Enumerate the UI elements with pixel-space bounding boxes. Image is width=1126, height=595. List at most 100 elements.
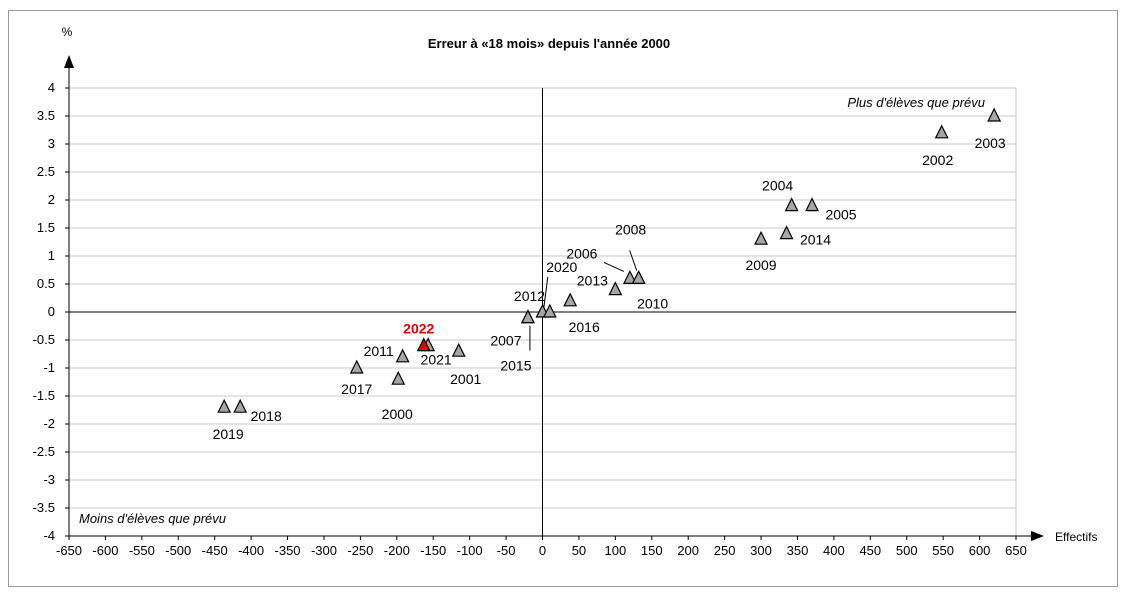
x-tick-label: 650 [1005, 543, 1027, 558]
point-label-2008: 2008 [615, 221, 646, 237]
point-2015 [520, 309, 535, 324]
point-2016 [563, 292, 578, 307]
x-tick-label: -300 [311, 543, 337, 558]
annotation-fewer-students: Moins d'élèves que prévu [79, 511, 226, 526]
x-tick-label: -450 [202, 543, 228, 558]
point-2002 [934, 124, 949, 139]
point-2017 [349, 359, 364, 374]
leader-line-2006 [603, 261, 625, 272]
point-2022 [416, 337, 431, 352]
y-tick-labels: 4 3.5 3 2.5 2 1.5 1 0.5 0 -0.5 -1 -1.5 -2 -2.5 -3 -3.5 -… [33, 80, 55, 543]
x-tick-label: -600 [92, 543, 118, 558]
leader-lines [529, 250, 638, 351]
point-label-2022: 2022 [403, 321, 434, 337]
point-2006 [622, 270, 637, 284]
x-tick-label: 200 [677, 543, 699, 558]
x-tick-label: 400 [823, 543, 845, 558]
x-tick-label: -50 [497, 543, 516, 558]
point-labels: 2000 2001 2002 2003 2004 2005 2006 2007 2008 2009… [213, 135, 1006, 442]
point-label-2018: 2018 [251, 408, 282, 424]
y-tick-label: 4 [48, 80, 55, 95]
point-2009 [754, 230, 769, 245]
leader-line-2008 [629, 250, 638, 271]
point-2014 [779, 225, 794, 240]
point-label-2014: 2014 [800, 232, 831, 248]
y-tick-label: -0.5 [33, 332, 55, 347]
y-tick-label: -2.5 [33, 444, 55, 459]
point-label-2013: 2013 [577, 273, 608, 289]
y-tick-label: 2 [48, 192, 55, 207]
x-tick-label: 450 [859, 543, 881, 558]
y-tick-label: -3 [43, 472, 55, 487]
y-tick-label: -1.5 [33, 388, 55, 403]
x-tick-label: 250 [714, 543, 736, 558]
point-2004 [784, 197, 799, 212]
point-2000 [391, 370, 406, 385]
x-axis-arrow [1031, 531, 1044, 541]
x-tick-label: 600 [969, 543, 991, 558]
point-2013 [608, 281, 623, 296]
x-tick-label: -500 [165, 543, 191, 558]
scatter-chart: Erreur à «18 mois» depuis l'année 2000 %… [33, 25, 1098, 558]
x-tick-label: 50 [572, 543, 586, 558]
x-tick-label: -200 [384, 543, 410, 558]
point-label-2004: 2004 [762, 178, 793, 194]
y-tick-label: -2 [43, 416, 55, 431]
point-2010 [631, 270, 646, 284]
data-points [217, 107, 1002, 413]
point-label-2007: 2007 [490, 333, 521, 349]
x-tick-labels: -650 -600 -550 -500 -450 -400 -350 -300 -250 -200… [56, 543, 1027, 558]
point-label-2012: 2012 [514, 288, 545, 304]
point-label-2005: 2005 [825, 207, 856, 223]
x-tick-label: -100 [457, 543, 483, 558]
point-label-2001: 2001 [450, 371, 481, 387]
x-tick-label: 100 [604, 543, 626, 558]
x-tick-label: -400 [238, 543, 264, 558]
point-2019 [217, 398, 232, 413]
x-tick-label: 0 [539, 543, 546, 558]
x-tick-label: 150 [641, 543, 663, 558]
y-tick-label: -4 [43, 528, 55, 543]
axes [64, 55, 1044, 541]
x-tick-label: 350 [787, 543, 809, 558]
point-label-2002: 2002 [922, 152, 953, 168]
y-axis-arrow [64, 55, 74, 68]
x-tick-label: -550 [129, 543, 155, 558]
point-label-2000: 2000 [382, 406, 413, 422]
y-tick-label: 2.5 [37, 164, 55, 179]
x-tick-label: -350 [275, 543, 301, 558]
y-tick-label: 0.5 [37, 276, 55, 291]
point-label-2010: 2010 [637, 295, 668, 311]
point-2011 [395, 348, 410, 363]
point-label-2011: 2011 [364, 343, 394, 359]
chart-title: Erreur à «18 mois» depuis l'année 2000 [428, 36, 670, 51]
x-tick-label: -650 [56, 543, 82, 558]
x-tick-label: -150 [420, 543, 446, 558]
point-label-2009: 2009 [745, 257, 776, 273]
point-label-2003: 2003 [975, 135, 1006, 151]
leader-line-2020 [543, 276, 549, 309]
y-tick-label: -3.5 [33, 500, 55, 515]
point-label-2019: 2019 [213, 426, 244, 442]
point-label-2020: 2020 [546, 259, 577, 275]
annotation-more-students: Plus d'élèves que prévu [847, 95, 985, 110]
chart-frame: Erreur à «18 mois» depuis l'année 2000 %… [8, 10, 1118, 587]
y-tick-label: 0 [48, 304, 55, 319]
x-tick-label: -250 [347, 543, 373, 558]
x-tick-label: 300 [750, 543, 772, 558]
point-2003 [987, 107, 1002, 122]
point-2020 [542, 303, 557, 318]
x-tick-label: 500 [896, 543, 918, 558]
y-tick-label: 3.5 [37, 108, 55, 123]
point-label-2017: 2017 [341, 381, 372, 397]
y-tick-label: -1 [43, 360, 55, 375]
point-label-2015: 2015 [500, 358, 531, 374]
point-label-2016: 2016 [569, 319, 600, 335]
point-2005 [805, 197, 820, 212]
x-tick-label: 550 [932, 543, 954, 558]
y-axis-title: % [62, 25, 73, 39]
point-2001 [451, 342, 466, 357]
point-2018 [233, 398, 248, 413]
y-tick-label: 1.5 [37, 220, 55, 235]
point-label-2006: 2006 [566, 245, 597, 261]
